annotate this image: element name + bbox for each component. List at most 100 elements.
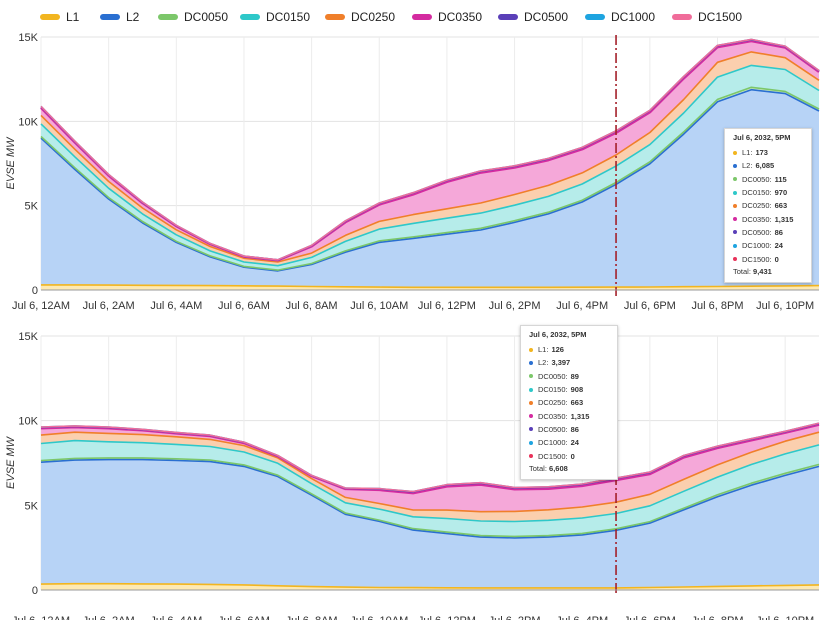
tooltip-dot [529, 360, 533, 365]
legend-swatch [585, 14, 605, 20]
tooltip-total-label: Total: [529, 463, 547, 473]
x-tick-label: Jul 6, 4AM [150, 615, 202, 620]
tooltip-row: DC0350: 1,315 [529, 409, 609, 422]
area-dc0150 [41, 65, 819, 271]
bottom-chart-tooltip: Jul 6, 2032, 5PM L1: 126 L2: 3,397 DC0050: 89… [520, 325, 618, 480]
line-dc1500 [40, 422, 820, 493]
tooltip-row: DC1000: 24 [733, 239, 803, 252]
tooltip-total-value: 6,608 [549, 463, 568, 473]
tooltip-row: DC1500: 0 [733, 252, 803, 265]
tooltip-row-value: 173 [755, 148, 768, 158]
tooltip-rows: L1: 173 L2: 6,085 DC0050: 115 DC0150: 970 DC0250… [733, 146, 803, 266]
line-dc0050 [40, 457, 820, 538]
tooltip-row-value: 1,315 [570, 411, 590, 421]
tooltip-row-value: 663 [570, 398, 584, 408]
tooltip-row-value: 0 [570, 451, 575, 461]
x-tick-label: Jul 6, 10AM [350, 300, 408, 312]
tooltip-dot [733, 177, 737, 182]
legend-item-l2[interactable]: L2 [100, 10, 139, 24]
legend-label: DC0050 [184, 10, 229, 24]
x-tick-label: Jul 6, 10PM [756, 300, 814, 312]
tooltip-row: DC1500: 0 [529, 449, 609, 462]
line-dc0250 [40, 431, 820, 513]
tooltip-rows: L1: 126 L2: 3,397 DC0050: 89 DC0150: 908 DC0250:… [529, 343, 609, 463]
tooltip-row-label: DC1000: [742, 241, 772, 251]
tooltip-dot [733, 203, 737, 208]
tooltip-dot [733, 257, 737, 262]
tooltip-dot [733, 190, 737, 195]
legend-item-dc1000[interactable]: DC1000 [585, 10, 655, 24]
tooltip-row-label: DC0150: [742, 188, 772, 198]
legend-item-dc0500[interactable]: DC0500 [498, 10, 568, 24]
legend-label: DC0350 [438, 10, 483, 24]
line-l2 [40, 88, 820, 272]
x-tick-label: Jul 6, 4PM [556, 615, 608, 620]
y-tick-label: 0 [32, 285, 38, 297]
tooltip-dot [733, 150, 737, 155]
tooltip-row-value: 115 [774, 174, 787, 184]
tooltip-row-value: 86 [570, 424, 579, 434]
legend-item-dc0150[interactable]: DC0150 [240, 10, 310, 24]
legend-label: L2 [126, 10, 140, 24]
y-tick-label: 5K [25, 201, 39, 213]
x-tick-label: Jul 6, 10PM [756, 615, 814, 620]
tooltip-row-value: 86 [774, 227, 783, 237]
legend-swatch [40, 14, 60, 20]
line-l1 [40, 582, 820, 589]
tooltip-row-value: 89 [570, 371, 579, 381]
tooltip-dot [529, 427, 533, 432]
area-layers [41, 39, 819, 290]
tooltip-row: L2: 3,397 [529, 356, 609, 369]
x-tick-label: Jul 6, 12PM [418, 300, 476, 312]
y-tick-label: 15K [18, 32, 38, 44]
tooltip-row-label: DC0350: [742, 214, 772, 224]
tooltip-dot [529, 414, 533, 419]
x-tick-label: Jul 6, 2AM [83, 615, 135, 620]
x-tick-label: Jul 6, 8PM [692, 300, 744, 312]
legend-item-l1[interactable]: L1 [40, 10, 79, 24]
tooltip-total: Total: 9,431 [733, 267, 803, 276]
area-lines [40, 38, 820, 289]
x-tick-label: Jul 6, 6AM [218, 615, 270, 620]
tooltip-row-label: DC1000: [538, 438, 568, 448]
y-tick-label: 5K [25, 500, 39, 512]
legend-swatch [240, 14, 260, 20]
area-dc0250 [41, 432, 819, 522]
x-tick-label: Jul 6, 2PM [489, 300, 541, 312]
legend-item-dc0050[interactable]: DC0050 [158, 10, 228, 24]
y-tick-label: 15K [18, 331, 38, 343]
tooltip-row-value: 1,315 [774, 214, 794, 224]
x-tick-label: Jul 6, 6PM [624, 300, 676, 312]
y-tick-label: 0 [32, 585, 38, 597]
chart-legend: L1 L2 DC0050 DC0150 DC0250 DC0350 DC0500 DC1000… [0, 0, 826, 30]
tooltip-row-value: 0 [774, 254, 779, 264]
area-l2 [41, 89, 819, 288]
area-layers [41, 423, 819, 590]
tooltip-row-label: DC0500: [742, 227, 772, 237]
area-dc0350 [41, 424, 819, 512]
x-tick-label: Jul 6, 10AM [350, 615, 408, 620]
legend-item-dc1500[interactable]: DC1500 [672, 10, 742, 24]
tooltip-row-label: DC0150: [538, 385, 568, 395]
tooltip-total-label: Total: [733, 266, 751, 276]
x-tick-label: Jul 6, 6PM [624, 615, 676, 620]
tooltip-row-value: 6,085 [755, 161, 775, 171]
tooltip-total: Total: 6,608 [529, 464, 609, 473]
tooltip-dot [529, 440, 533, 445]
legend-swatch [672, 14, 692, 20]
legend-swatch [412, 14, 432, 20]
x-tick-label: Jul 6, 12AM [12, 615, 70, 620]
line-l1 [41, 284, 820, 289]
tooltip-row-label: L2: [538, 358, 549, 368]
x-tick-label: Jul 6, 12PM [418, 615, 476, 620]
tooltip-row-label: DC1500: [538, 451, 568, 461]
tooltip-dot [733, 230, 737, 235]
line-dc0150 [40, 439, 820, 523]
legend-item-dc0250[interactable]: DC0250 [325, 10, 395, 24]
legend-item-dc0350[interactable]: DC0350 [412, 10, 482, 24]
x-tick-label: Jul 6, 2AM [83, 300, 135, 312]
tooltip-dot [529, 387, 533, 392]
tooltip-row-label: L1: [538, 345, 549, 355]
tooltip-row: DC0350: 1,315 [733, 212, 803, 225]
y-tick-label: 10K [18, 416, 38, 428]
